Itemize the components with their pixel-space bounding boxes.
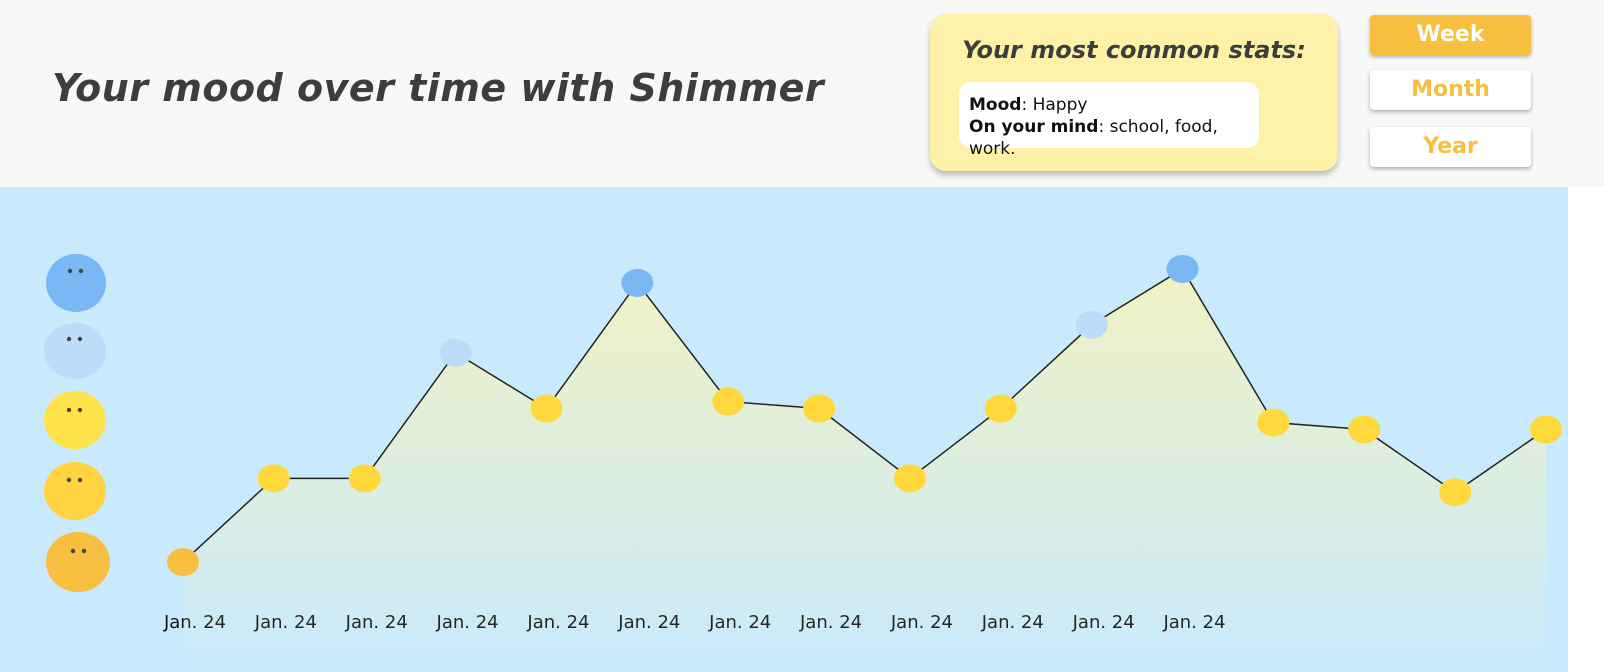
mood-line bbox=[182, 267, 1547, 563]
chart: Jan. 24Jan. 24Jan. 24Jan. 24Jan. 24Jan. … bbox=[0, 187, 1604, 672]
mood-point bbox=[1166, 254, 1199, 283]
mood-point bbox=[439, 338, 472, 367]
stat-row: Mood: Happy bbox=[969, 94, 1249, 116]
stats-box: Mood: Happy On your mind: school, food, … bbox=[959, 82, 1259, 159]
page-title: Your mood over time with Shimmer bbox=[52, 66, 825, 110]
year-button[interactable]: Year bbox=[1370, 127, 1531, 167]
mood-face bbox=[44, 391, 106, 449]
mood-point bbox=[621, 268, 654, 297]
mood-point bbox=[984, 394, 1017, 423]
mood-point bbox=[803, 394, 836, 423]
week-button[interactable]: Week bbox=[1370, 15, 1531, 55]
stat-row: On your mind: school, food, work. bbox=[969, 116, 1249, 160]
stats-title: Your most common stats: bbox=[962, 36, 1306, 64]
page-edge bbox=[1568, 187, 1604, 672]
mood-face bbox=[46, 532, 110, 592]
mood-face bbox=[44, 323, 106, 379]
mood-area bbox=[183, 268, 1546, 672]
mood-point bbox=[893, 464, 926, 493]
mood-point bbox=[167, 548, 199, 577]
mood-point bbox=[530, 394, 563, 423]
mood-point bbox=[257, 464, 290, 493]
stat-value: : school, food, work. bbox=[969, 117, 1218, 159]
mood-point bbox=[1348, 415, 1381, 444]
stats-card: Your most common stats: Mood: Happy On y… bbox=[930, 14, 1338, 171]
mood-face bbox=[46, 254, 106, 312]
mood-legend bbox=[44, 254, 110, 592]
mood-point bbox=[1530, 415, 1562, 444]
mood-point bbox=[1439, 478, 1472, 507]
stat-key: Mood bbox=[969, 95, 1022, 115]
month-button[interactable]: Month bbox=[1370, 70, 1531, 110]
mood-point bbox=[1257, 408, 1290, 437]
mood-point bbox=[1075, 310, 1108, 339]
stat-key: On your mind bbox=[969, 117, 1099, 137]
mood-face bbox=[44, 462, 106, 520]
stat-value: : Happy bbox=[1021, 95, 1088, 115]
mood-point bbox=[712, 387, 745, 416]
mood-point bbox=[348, 464, 381, 493]
